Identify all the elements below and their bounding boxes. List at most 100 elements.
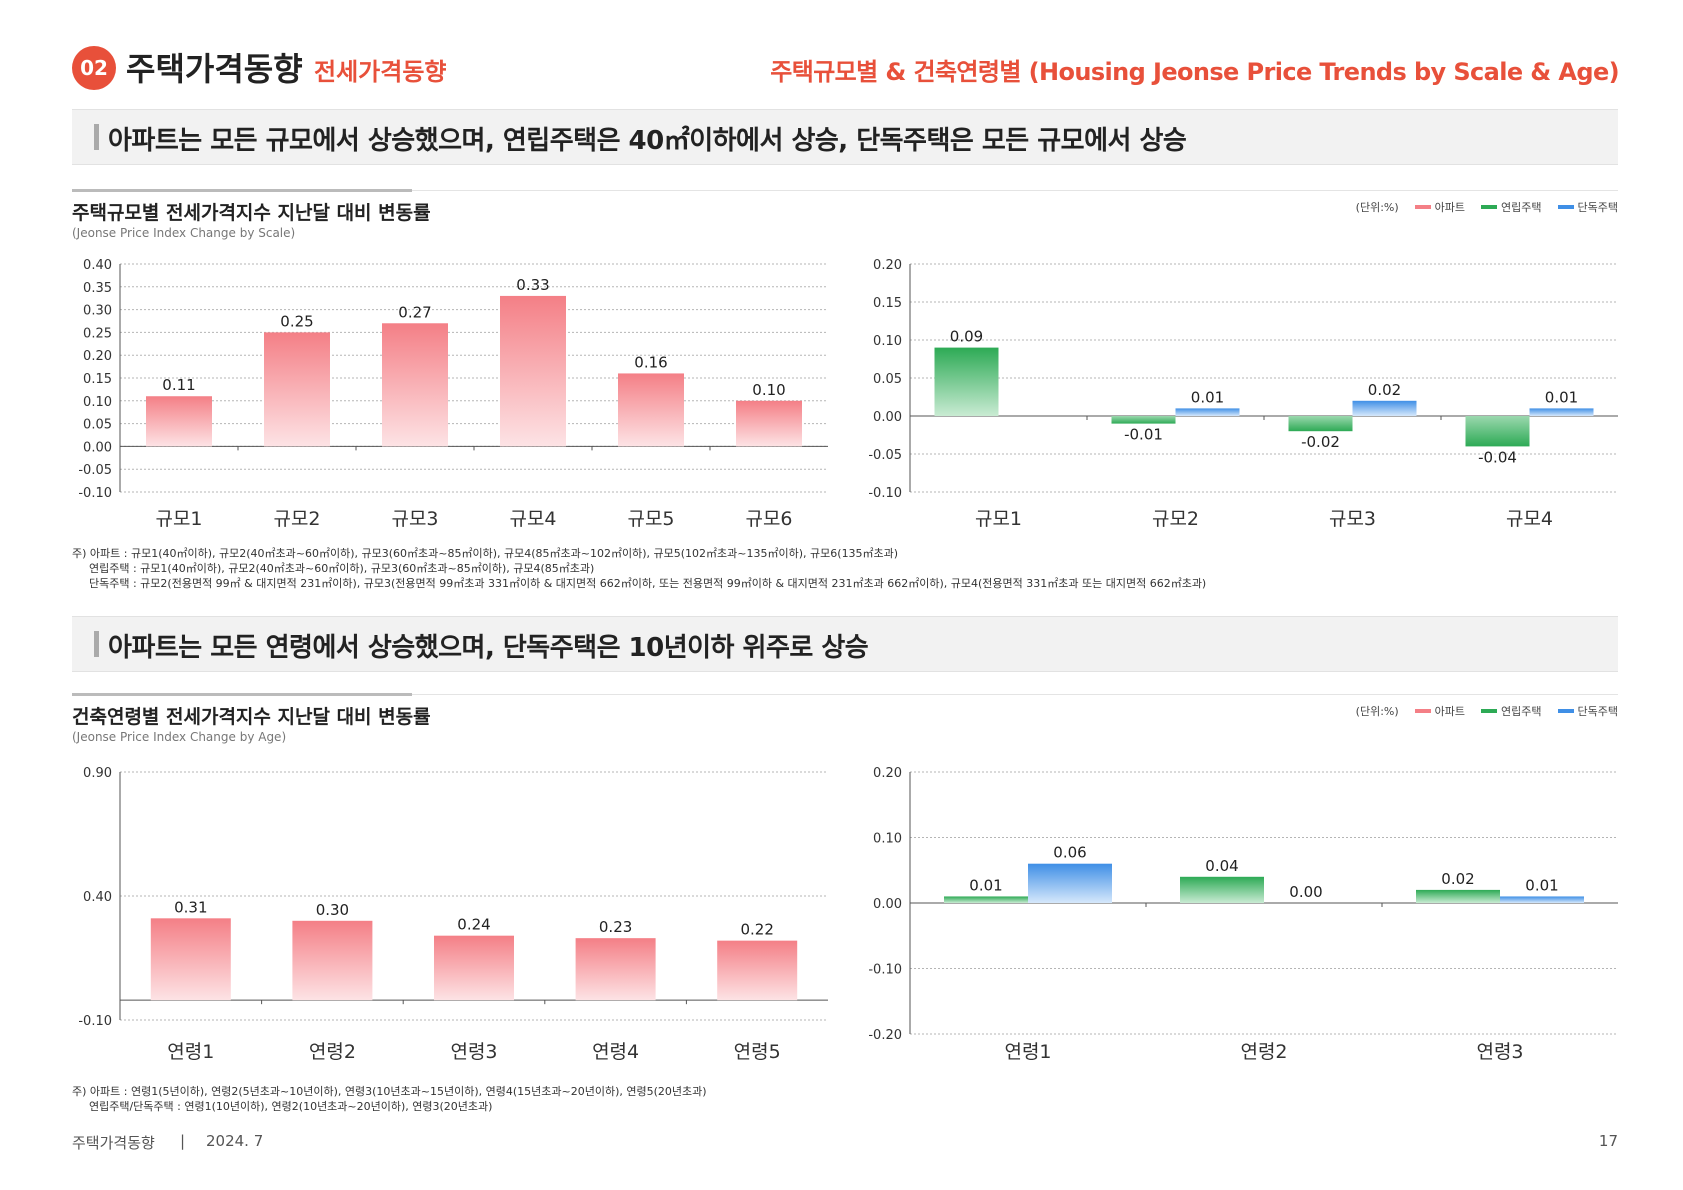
data-label: 0.31 <box>174 898 207 916</box>
chart-apartment-by-scale: 0.40 0.35 0.30 0.25 0.20 0.15 0.10 0.05 0.00 -0.0… <box>78 258 828 530</box>
category-label: 연령5 <box>734 1041 781 1063</box>
data-label: -0.04 <box>1478 448 1517 466</box>
footnote-line: 주) 아파트 : 연령1(5년이하), 연령2(5년초과~10년이하), 연령3… <box>72 1085 707 1098</box>
footnote-age: 주) 아파트 : 연령1(5년이하), 연령2(5년초과~10년이하), 연령3… <box>72 1084 707 1114</box>
data-label: -0.02 <box>1301 433 1340 451</box>
legend-swatch <box>1481 205 1498 209</box>
bar <box>1529 408 1594 416</box>
divider-accent <box>72 189 412 192</box>
category-label: 규모2 <box>273 508 320 530</box>
footnote-scale: 주) 아파트 : 규모1(40㎡이하), 규모2(40㎡초과~60㎡이하), 규… <box>72 546 1206 591</box>
data-label: 0.02 <box>1368 381 1401 399</box>
y-tick-label: 0.15 <box>873 296 902 311</box>
legend-item-rowhouse: 연립주택 <box>1481 199 1542 215</box>
bar <box>618 373 684 447</box>
banner-accent-bar <box>94 631 99 657</box>
legend-label: 아파트 <box>1434 201 1466 214</box>
footnote-line: 연립주택 : 규모1(40㎡이하), 규모2(40㎡초과~60㎡이하), 규모3… <box>89 562 595 575</box>
y-tick-label: 0.30 <box>83 304 112 319</box>
bar <box>934 347 999 416</box>
y-tick-label: 0.40 <box>83 258 112 273</box>
data-label: 0.10 <box>752 381 785 399</box>
banner-text: 아파트는 모든 규모에서 상승했으며, 연립주택은 40㎡이하에서 상승, 단독… <box>108 126 1187 156</box>
data-label: 0.02 <box>1441 870 1474 888</box>
divider-accent <box>72 693 412 696</box>
y-tick-label: 0.15 <box>83 372 112 387</box>
data-label: 0.27 <box>398 303 431 321</box>
bar <box>292 920 373 1001</box>
summary-banner-age: 아파트는 모든 연령에서 상승했으며, 단독주택은 10년이하 위주로 상승 <box>72 616 1618 672</box>
y-tick-label: -0.10 <box>868 486 902 501</box>
chart-section-title: 건축연령별 전세가격지수 지난달 대비 변동률 <box>72 706 431 728</box>
y-tick-label: 0.00 <box>83 440 112 455</box>
legend-label: 연립주택 <box>1501 201 1542 214</box>
y-tick-label: 0.90 <box>83 766 112 781</box>
data-label: 0.01 <box>1191 388 1224 406</box>
legend-item-detached: 단독주택 <box>1557 199 1618 215</box>
category-label: 규모1 <box>975 508 1022 530</box>
footnote-line: 연립주택/단독주택 : 연령1(10년이하), 연령2(10년초과~20년이하)… <box>89 1100 493 1113</box>
bar <box>264 332 330 447</box>
legend-label: 연립주택 <box>1501 705 1542 718</box>
category-label: 규모2 <box>1152 508 1199 530</box>
category-label: 규모4 <box>1506 508 1553 530</box>
category-label: 연령2 <box>309 1041 356 1063</box>
y-tick-label: 0.00 <box>873 410 902 425</box>
data-label: 0.25 <box>280 312 313 330</box>
footnote-line: 주) 아파트 : 규모1(40㎡이하), 규모2(40㎡초과~60㎡이하), 규… <box>72 547 899 560</box>
legend: (단위:%) 아파트 연립주택 단독주택 <box>1356 199 1618 215</box>
y-tick-label: 0.00 <box>873 897 902 912</box>
data-label: 0.04 <box>1205 857 1238 875</box>
data-label: -0.01 <box>1124 426 1163 444</box>
bar <box>1288 416 1353 432</box>
footer-publication: 주택가격동향 <box>72 1134 155 1152</box>
chart-section-title: 주택규모별 전세가격지수 지난달 대비 변동률 <box>72 202 431 224</box>
legend: (단위:%) 아파트 연립주택 단독주택 <box>1356 703 1618 719</box>
category-label: 규모3 <box>1329 508 1376 530</box>
bar <box>1028 863 1112 903</box>
legend-unit: (단위:%) <box>1355 201 1399 214</box>
banner-accent-bar <box>94 124 99 150</box>
bar <box>150 918 231 1001</box>
legend-swatch <box>1414 709 1431 713</box>
y-tick-label: 0.25 <box>83 326 112 341</box>
data-label: 0.11 <box>162 376 195 394</box>
legend-label: 단독주택 <box>1577 705 1618 718</box>
y-tick-label: -0.05 <box>868 448 902 463</box>
legend-swatch <box>1414 205 1431 209</box>
category-label: 연령4 <box>592 1041 639 1063</box>
category-label: 규모3 <box>391 508 438 530</box>
bar <box>944 896 1028 903</box>
y-tick-label: 0.20 <box>873 766 902 781</box>
legend-item-apartment: 아파트 <box>1414 703 1465 719</box>
y-tick-label: -0.05 <box>78 463 112 478</box>
page-subtitle: 전세가격동향 <box>314 58 447 86</box>
category-label: 연령3 <box>1476 1041 1523 1063</box>
category-label: 연령2 <box>1240 1041 1287 1063</box>
bar <box>1465 416 1530 447</box>
footer-date: 2024. 7 <box>206 1132 264 1150</box>
chart-section-subtitle: (Jeonse Price Index Change by Age) <box>72 730 287 744</box>
category-label: 규모1 <box>155 508 202 530</box>
data-label: 0.22 <box>740 921 773 939</box>
section-number-badge: 02 <box>72 46 116 90</box>
legend-label: 단독주택 <box>1577 201 1618 214</box>
y-tick-label: 0.20 <box>873 258 902 273</box>
legend-swatch <box>1481 709 1498 713</box>
bar <box>1180 876 1264 903</box>
data-label: 0.06 <box>1053 844 1086 862</box>
bar <box>1352 400 1417 416</box>
bar <box>717 940 798 1001</box>
bar <box>575 938 656 1001</box>
y-tick-label: 0.10 <box>873 334 902 349</box>
data-label: 0.00 <box>1289 883 1322 901</box>
y-tick-label: 0.10 <box>83 395 112 410</box>
bar <box>1416 889 1500 903</box>
divider <box>72 694 1618 695</box>
chart-row-detached-by-scale: 0.20 0.15 0.10 0.05 0.00 -0.05 -0.10 규모1 0.09 규모2… <box>868 258 1618 530</box>
bar <box>1175 408 1240 416</box>
divider <box>72 190 1618 191</box>
y-tick-label: -0.10 <box>868 963 902 978</box>
bar <box>736 400 802 447</box>
y-tick-label: 0.35 <box>83 281 112 296</box>
